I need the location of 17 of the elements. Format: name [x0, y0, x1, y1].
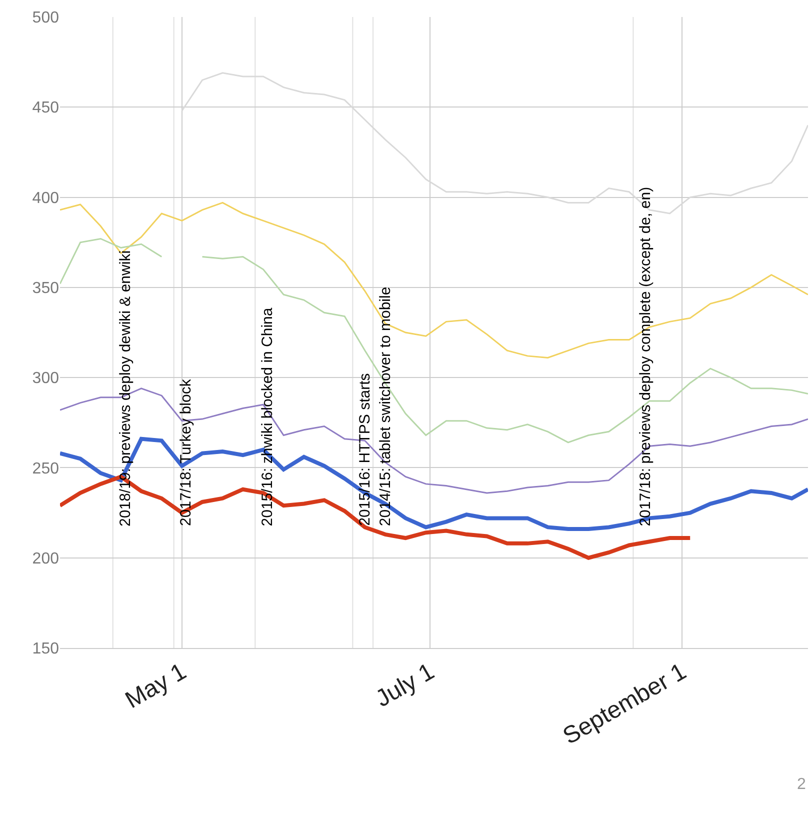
y-tick-label: 500 [32, 10, 60, 27]
y-tick-label: 250 [32, 460, 60, 478]
x-tick-label: May 1 [120, 658, 191, 714]
x-tick-label: July 1 [371, 658, 439, 713]
ref-line-label: 2017/18: Turkey block [178, 378, 195, 526]
ref-line-label: 2018/19: previews deploy dewiki & enwiki [117, 250, 134, 526]
y-tick-label: 350 [32, 280, 60, 298]
ref-line-label: 2014/15: tablet switchover to mobile [376, 286, 394, 526]
y-tick-label: 400 [32, 190, 60, 207]
y-tick-label: 300 [32, 370, 60, 388]
ref-line-label: 2015/16: zhwiki blocked in China [259, 307, 276, 526]
text: 2 [797, 776, 806, 793]
ref-line-label: 2015/16: HTTPS starts [356, 373, 374, 526]
y-tick-label: 200 [32, 550, 60, 568]
y-tick-label: 450 [32, 100, 60, 117]
ref-line-label: 2017/18: previews deploy complete (except de, en) [637, 186, 654, 526]
y-tick-label: 150 [32, 640, 60, 658]
